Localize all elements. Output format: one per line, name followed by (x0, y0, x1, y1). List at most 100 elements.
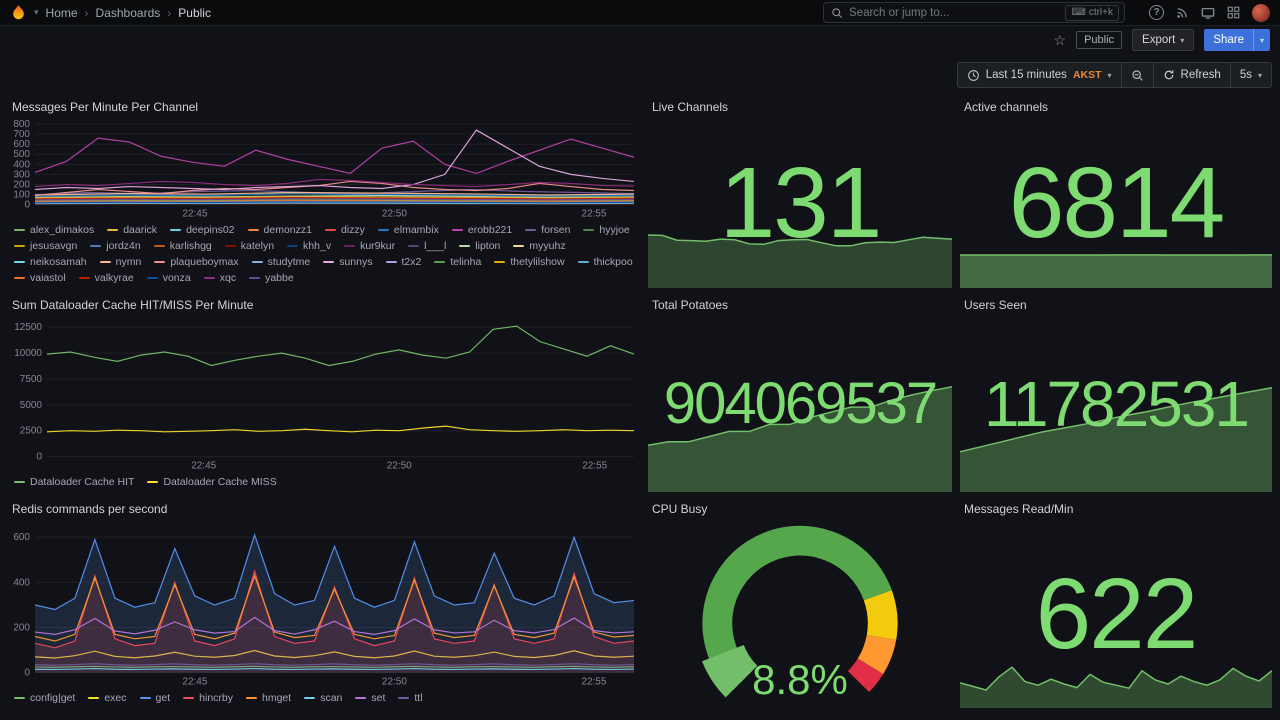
star-icon[interactable]: ☆ (1053, 31, 1067, 48)
apps-grid-icon[interactable] (1227, 6, 1240, 19)
legend-item[interactable]: hyyjoe (583, 223, 630, 237)
legend-item[interactable]: kur9kur (344, 239, 395, 253)
panel-title[interactable]: Active channels (964, 100, 1049, 114)
legend-item[interactable]: thetylilshow (494, 255, 565, 269)
legend-item[interactable]: xqc (203, 271, 236, 285)
legend-series-name: exec (104, 692, 127, 704)
legend-item[interactable]: hincrby (183, 691, 233, 705)
zoom-out-button[interactable] (1120, 63, 1153, 87)
legend-color-dash (494, 261, 506, 263)
legend-item[interactable]: Dataloader Cache MISS (147, 475, 277, 489)
legend-item[interactable]: forsen (525, 223, 570, 237)
legend-item[interactable]: jordz4n (90, 239, 141, 253)
export-button[interactable]: Export ▾ (1132, 29, 1195, 51)
legend-item[interactable]: deepins02 (170, 223, 235, 237)
legend-item[interactable]: Dataloader Cache HIT (14, 475, 134, 489)
legend-item[interactable]: myyuhz (513, 239, 566, 253)
panel-title[interactable]: Messages Read/Min (964, 502, 1074, 516)
help-icon[interactable]: ? (1149, 5, 1164, 20)
legend-item[interactable]: ttl (398, 691, 423, 705)
panel-active-channels: Active channels 6814 (960, 98, 1272, 288)
search-input[interactable]: Search or jump to... ⌨ ctrl+k (823, 2, 1125, 23)
legend-item[interactable]: telinha (434, 255, 481, 269)
breadcrumb-dashboards[interactable]: Dashboards (95, 5, 161, 20)
legend-series-name: set (371, 692, 386, 704)
legend-item[interactable]: sunnys (323, 255, 373, 269)
legend-item[interactable]: yabbe (249, 271, 294, 285)
keyboard-icon: ⌨ (1071, 6, 1086, 18)
legend-item[interactable]: exec (88, 691, 127, 705)
legend-series-name: thetylilshow (510, 256, 565, 268)
legend-item[interactable]: jesusavgn (14, 239, 77, 253)
svg-text:22:50: 22:50 (382, 209, 407, 220)
timeseries-chart[interactable]: 0 2500 5000 7500 10000 12500 22:45 22:50 22:55 (8, 316, 640, 472)
panel-title[interactable]: Live Channels (652, 100, 729, 114)
legend-item[interactable]: daarick (107, 223, 157, 237)
legend-item[interactable]: katelyn (224, 239, 274, 253)
breadcrumb-public[interactable]: Public (178, 5, 211, 20)
legend-color-dash (451, 229, 463, 231)
legend-item[interactable]: t2x2 (385, 255, 421, 269)
legend-item[interactable]: neikosamah (14, 255, 87, 269)
legend-item[interactable]: config|get (14, 691, 75, 705)
panel-title[interactable]: Messages Per Minute Per Channel (12, 100, 199, 114)
panel-title[interactable]: Users Seen (964, 298, 1027, 312)
rss-icon[interactable] (1176, 6, 1189, 19)
legend-series-name: lipton (475, 240, 501, 252)
legend-item[interactable]: alex_dimakos (14, 223, 94, 237)
legend-item[interactable]: nymn (99, 255, 141, 269)
legend-color-dash (14, 481, 25, 483)
refresh-button[interactable]: Refresh (1152, 63, 1230, 87)
legend-item[interactable]: l___l (408, 239, 446, 253)
svg-text:600: 600 (13, 140, 30, 151)
stat-area: 6814 (960, 118, 1272, 288)
legend-item[interactable]: scan (304, 691, 342, 705)
monitor-icon[interactable] (1201, 6, 1215, 20)
refresh-interval-picker[interactable]: 5s ▾ (1229, 63, 1271, 87)
legend-item[interactable]: demonzz1 (247, 223, 312, 237)
panel-title[interactable]: CPU Busy (652, 502, 708, 516)
legend-series-name: elmambix (393, 224, 439, 236)
legend-item[interactable]: hmget (246, 691, 291, 705)
legend-item[interactable]: elmambix (377, 223, 439, 237)
legend-color-dash (170, 229, 182, 231)
legend-series-name: plaqueboymax (170, 256, 239, 268)
legend-item[interactable]: karlishgg (153, 239, 212, 253)
legend-color-dash (99, 261, 111, 263)
panel-title[interactable]: Redis commands per second (12, 502, 168, 516)
share-menu-button[interactable]: ▾ (1253, 29, 1270, 51)
legend-item[interactable]: plaqueboymax (154, 255, 239, 269)
user-avatar[interactable] (1252, 3, 1270, 22)
legend-item[interactable]: khh_v (287, 239, 331, 253)
share-button[interactable]: Share (1204, 29, 1253, 51)
legend-item[interactable]: erobb221 (451, 223, 512, 237)
legend-item[interactable]: get (139, 691, 170, 705)
panel-title[interactable]: Sum Dataloader Cache HIT/MISS Per Minute (12, 298, 254, 312)
grafana-logo[interactable] (10, 4, 27, 21)
panel-title[interactable]: Total Potatoes (652, 298, 729, 312)
timeseries-chart[interactable]: 0 200 400 600 22:45 22:50 22:55 (8, 520, 640, 688)
legend-color-dash (251, 261, 263, 263)
svg-text:200: 200 (13, 180, 30, 191)
legend-item[interactable]: vaiastol (14, 271, 66, 285)
svg-text:600: 600 (13, 533, 30, 544)
legend-series-name: sunnys (339, 256, 373, 268)
legend-item[interactable]: studytme (251, 255, 310, 269)
legend-item[interactable]: lipton (459, 239, 500, 253)
breadcrumb-home[interactable]: Home (45, 5, 78, 20)
legend-series-name: hyyjoe (599, 224, 630, 236)
org-chevron-icon[interactable]: ▾ (34, 7, 39, 17)
legend-color-dash (78, 277, 90, 279)
legend-item[interactable]: valkyrae (78, 271, 134, 285)
legend-item[interactable]: dizzy (324, 223, 365, 237)
panel-cpu-busy: CPU Busy 8.8% (648, 500, 952, 708)
legend-color-dash (247, 229, 259, 231)
public-tag[interactable]: Public (1076, 31, 1123, 49)
legend-item[interactable]: set (355, 691, 385, 705)
legend-item[interactable]: vonza (146, 271, 191, 285)
gauge-area: 8.8% (648, 520, 952, 708)
time-range-picker[interactable]: Last 15 minutes AKST ▾ (958, 63, 1121, 87)
legend-item[interactable]: thickpoo (577, 255, 633, 269)
legend-color-dash (14, 229, 25, 231)
